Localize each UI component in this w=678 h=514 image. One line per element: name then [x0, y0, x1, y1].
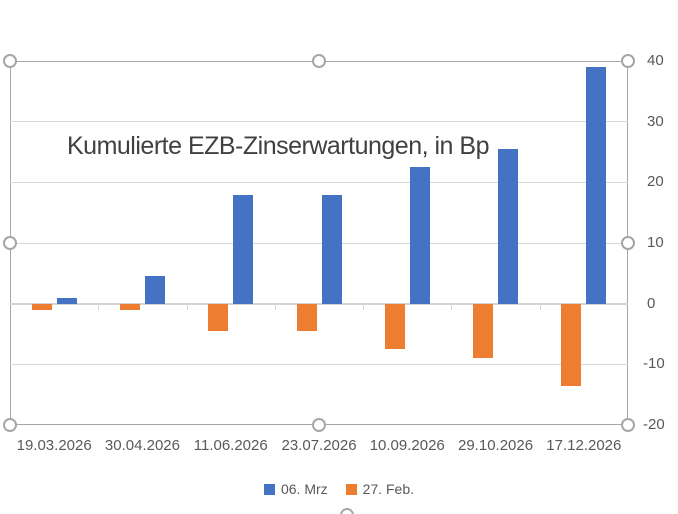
selection-handle-bottom-left[interactable] — [3, 418, 17, 432]
x-axis-label: 23.07.2026 — [281, 437, 357, 454]
y-axis-label-10: 10 — [647, 234, 664, 251]
bar-series2-cat3[interactable] — [208, 303, 229, 331]
x-axis-label: 29.10.2026 — [458, 437, 534, 454]
partial-selection-handle-below[interactable] — [340, 508, 354, 514]
x-axis-tick — [98, 303, 100, 310]
gridline-20 — [10, 181, 628, 183]
x-axis-tick — [274, 303, 276, 310]
legend-item[interactable]: 06. Mrz — [263, 481, 328, 497]
x-axis-tick — [363, 303, 365, 310]
legend-label: 27. Feb. — [362, 481, 415, 497]
x-axis-label: 10.09.2026 — [369, 437, 445, 454]
x-axis-tick — [451, 303, 453, 310]
gridline-30 — [10, 121, 628, 123]
bar-series2-cat6[interactable] — [473, 303, 494, 359]
zero-axis-line — [10, 302, 628, 305]
legend-item[interactable]: 27. Feb. — [345, 481, 415, 497]
selection-handle-middle-right[interactable] — [621, 236, 635, 250]
y-axis-label-20: 20 — [647, 173, 664, 191]
chart-legend[interactable]: 06. Mrz 27. Feb. — [0, 480, 678, 498]
selection-handle-top-left[interactable] — [3, 54, 17, 68]
legend-swatch-icon — [345, 483, 357, 495]
y-axis-label-40: 40 — [647, 52, 664, 69]
bar-series2-cat2[interactable] — [119, 303, 140, 310]
bar-series1-cat5[interactable] — [409, 167, 430, 304]
bar-series1-cat6[interactable] — [498, 149, 519, 304]
x-axis-label: 11.06.2026 — [193, 437, 268, 454]
gridline-10 — [10, 242, 628, 244]
selection-handle-bottom-middle[interactable] — [312, 418, 326, 432]
x-axis-label: 19.03.2026 — [16, 437, 92, 454]
selection-handle-top-middle[interactable] — [312, 54, 326, 68]
selection-handle-top-right[interactable] — [621, 54, 635, 68]
bar-series1-cat3[interactable] — [233, 194, 254, 304]
selection-handle-bottom-right[interactable] — [621, 418, 635, 432]
y-axis-label--10: -10 — [643, 355, 665, 373]
y-axis-label-30: 30 — [647, 112, 664, 130]
bar-series1-cat2[interactable] — [144, 276, 165, 304]
bar-series1-cat4[interactable] — [321, 194, 342, 304]
bar-series2-cat4[interactable] — [296, 303, 317, 331]
y-axis-label-0: 0 — [647, 294, 656, 312]
gridline--10 — [10, 363, 628, 365]
bar-series1-cat7[interactable] — [586, 67, 607, 304]
selection-handle-middle-left[interactable] — [3, 236, 17, 250]
chart-title[interactable]: Kumulierte EZB-Zinserwartungen, in Bp — [67, 132, 489, 160]
x-axis-tick — [539, 303, 541, 310]
legend-label: 06. Mrz — [280, 481, 328, 497]
bar-series2-cat5[interactable] — [384, 303, 405, 350]
bar-series1-cat1[interactable] — [56, 297, 77, 304]
bar-series2-cat7[interactable] — [561, 303, 582, 386]
bar-series2-cat1[interactable] — [31, 303, 52, 310]
y-axis-label--20: -20 — [643, 416, 665, 433]
x-axis-tick — [186, 303, 188, 310]
x-axis-label: 17.12.2026 — [546, 437, 622, 454]
x-axis-label: 30.04.2026 — [104, 437, 180, 454]
legend-swatch-icon — [263, 483, 275, 495]
